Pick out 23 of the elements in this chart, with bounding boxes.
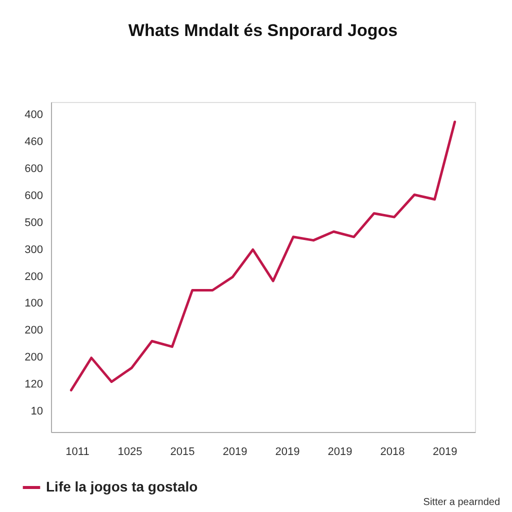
text: 10 xyxy=(30,406,43,418)
text: 120 xyxy=(24,378,43,391)
text: 2015 xyxy=(170,446,195,458)
text: 200 xyxy=(24,324,43,337)
text: 200 xyxy=(24,270,43,283)
text: 300 xyxy=(24,244,43,256)
text: 600 xyxy=(24,190,43,202)
text: 400 xyxy=(24,109,43,121)
text: Sitter a pearnded xyxy=(423,497,500,508)
text: 2019 xyxy=(222,446,248,458)
text: 460 xyxy=(24,136,43,148)
text: 100 xyxy=(24,298,43,310)
text: 2018 xyxy=(380,446,405,458)
text: 1025 xyxy=(118,446,142,458)
text: 500 xyxy=(24,216,43,229)
text: 600 xyxy=(24,162,43,175)
text: 200 xyxy=(24,352,43,364)
text: 2019 xyxy=(275,446,300,458)
text: 2019 xyxy=(328,446,352,458)
legend-label: Life la jogos ta gostalo xyxy=(46,478,198,494)
text: 2019 xyxy=(432,446,458,458)
text: 1011 xyxy=(66,446,90,458)
chart-title: Whats Mndalt és Snporard Jogos xyxy=(128,21,398,40)
